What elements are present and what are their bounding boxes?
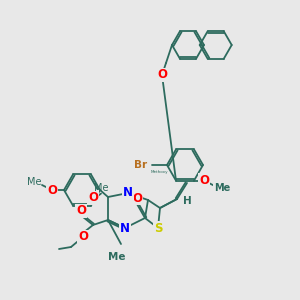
Text: O: O bbox=[132, 191, 142, 205]
Text: O: O bbox=[78, 230, 88, 244]
Text: Me: Me bbox=[94, 183, 108, 193]
Text: O: O bbox=[199, 174, 209, 187]
Text: Me: Me bbox=[108, 252, 126, 262]
Text: O: O bbox=[76, 205, 86, 218]
Text: N: N bbox=[120, 221, 130, 235]
Text: Me: Me bbox=[214, 183, 230, 193]
Text: S: S bbox=[154, 221, 162, 235]
Text: O: O bbox=[88, 191, 98, 204]
Text: H: H bbox=[183, 196, 191, 206]
Text: N: N bbox=[123, 187, 133, 200]
Text: O: O bbox=[157, 68, 167, 82]
Text: Me: Me bbox=[27, 177, 41, 187]
Text: Methoxy: Methoxy bbox=[150, 169, 168, 174]
Text: O: O bbox=[47, 184, 57, 196]
Text: Br: Br bbox=[134, 160, 147, 170]
